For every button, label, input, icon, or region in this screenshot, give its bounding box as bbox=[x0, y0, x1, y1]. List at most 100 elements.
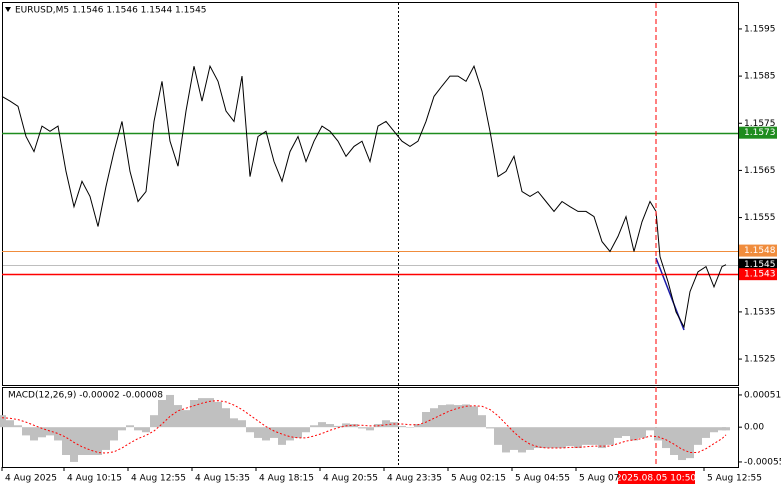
macd-bar bbox=[294, 427, 302, 438]
macd-bar bbox=[526, 427, 534, 450]
macd-bar bbox=[630, 427, 638, 441]
x-tick-label: 4 Aug 10:15 bbox=[67, 474, 122, 484]
collapse-arrow bbox=[5, 7, 11, 12]
macd-bar bbox=[78, 427, 86, 455]
x-tick-label: 4 Aug 23:35 bbox=[387, 474, 442, 484]
price-label-box bbox=[739, 244, 777, 257]
macd-bar bbox=[0, 415, 6, 428]
macd-bar bbox=[54, 427, 62, 441]
macd-bar bbox=[582, 427, 590, 445]
macd-bar bbox=[534, 427, 542, 449]
macd-bar bbox=[214, 401, 222, 428]
macd-bar bbox=[558, 427, 566, 449]
x-tick-label: 4 Aug 12:55 bbox=[131, 474, 186, 484]
x-tick-label: 5 Aug 02:15 bbox=[451, 474, 506, 484]
macd-bar bbox=[622, 427, 630, 437]
macd-bar bbox=[454, 405, 462, 428]
macd-bar bbox=[510, 427, 518, 450]
y-tick-label: 1.1565 bbox=[744, 166, 776, 176]
macd-bar bbox=[542, 427, 550, 449]
y-tick-label: 1.1575 bbox=[744, 119, 776, 129]
x-tick-label: 4 Aug 2025 bbox=[5, 474, 57, 484]
macd-bar bbox=[246, 427, 254, 433]
y-tick-label: -0.00055 bbox=[744, 457, 781, 467]
macd-bar bbox=[438, 405, 446, 428]
macd-bar bbox=[262, 427, 270, 441]
macd-bar bbox=[22, 427, 30, 436]
macd-bar bbox=[550, 427, 558, 449]
macd-bar bbox=[86, 427, 94, 455]
x-tick-label: 5 Aug 12:55 bbox=[707, 474, 762, 484]
macd-bar bbox=[342, 423, 350, 428]
macd-bar bbox=[286, 427, 294, 441]
y-tick-label: 1.1535 bbox=[744, 307, 776, 317]
macd-bar bbox=[670, 427, 678, 455]
macd-bar bbox=[102, 427, 110, 450]
macd-bar bbox=[6, 420, 14, 428]
macd-bar bbox=[358, 427, 366, 429]
macd-bar bbox=[446, 404, 454, 428]
macd-bar bbox=[710, 427, 718, 433]
y-tick-label: 0.00 bbox=[744, 423, 764, 433]
macd-bar bbox=[398, 425, 406, 428]
crosshair-label-box bbox=[618, 471, 695, 484]
macd-bar bbox=[230, 418, 238, 428]
macd-bar bbox=[270, 427, 278, 438]
macd-bar bbox=[686, 427, 694, 459]
price-line bbox=[1, 64, 727, 329]
macd-bar bbox=[382, 420, 390, 428]
macd-bar bbox=[118, 427, 126, 431]
macd-bar bbox=[566, 427, 574, 447]
price-label-box bbox=[739, 268, 777, 281]
macd-bar bbox=[134, 427, 142, 431]
macd-bar bbox=[94, 427, 102, 455]
signal-line bbox=[1, 400, 727, 454]
macd-bar bbox=[406, 427, 414, 428]
price-label-box bbox=[739, 126, 777, 139]
macd-bar bbox=[662, 427, 670, 449]
y-tick-label: 0.00051 bbox=[744, 390, 781, 400]
macd-bar bbox=[334, 425, 342, 428]
chart-title: EURUSD,M5 1.1546 1.1546 1.1544 1.1545 bbox=[15, 6, 207, 16]
macd-bar bbox=[422, 412, 430, 428]
macd-bar bbox=[462, 404, 470, 428]
macd-bar bbox=[62, 427, 70, 455]
macd-bar bbox=[310, 425, 318, 428]
crosshair-label: 2025.08.05 10:50 bbox=[616, 474, 697, 484]
macd-bar bbox=[574, 427, 582, 449]
macd-bar bbox=[238, 420, 246, 428]
x-tick-label: 4 Aug 20:55 bbox=[323, 474, 378, 484]
macd-bar bbox=[150, 415, 158, 428]
x-tick-label: 5 Aug 04:55 bbox=[515, 474, 570, 484]
macd-bar bbox=[518, 427, 526, 453]
y-tick-label: 1.1595 bbox=[744, 24, 776, 34]
price-label: 1.1543 bbox=[744, 270, 776, 280]
y-tick-label: 1.1555 bbox=[744, 213, 776, 223]
macd-bar bbox=[318, 422, 326, 428]
macd-bar bbox=[678, 427, 686, 461]
macd-bar bbox=[46, 427, 54, 436]
macd-bar bbox=[126, 425, 134, 428]
macd-bar bbox=[198, 398, 206, 428]
macd-bar bbox=[470, 406, 478, 428]
macd-bar bbox=[502, 427, 510, 453]
price-label: 1.1545 bbox=[744, 260, 776, 270]
x-tick-label: 4 Aug 18:15 bbox=[259, 474, 314, 484]
macd-bar bbox=[598, 427, 606, 449]
macd-bar bbox=[158, 400, 166, 428]
macd-bar bbox=[590, 427, 598, 445]
macd-bar bbox=[638, 427, 646, 438]
y-tick-label: 1.1585 bbox=[744, 72, 776, 82]
macd-bar bbox=[222, 408, 230, 428]
macd-bar bbox=[302, 427, 310, 433]
macd-bar bbox=[702, 427, 710, 438]
macd-bar bbox=[278, 427, 286, 445]
macd-bar bbox=[14, 425, 22, 428]
macd-bar bbox=[694, 427, 702, 445]
macd-bar bbox=[38, 427, 46, 438]
price-label: 1.1548 bbox=[744, 246, 776, 256]
macd-bar bbox=[390, 422, 398, 428]
macd-bar bbox=[326, 424, 334, 428]
